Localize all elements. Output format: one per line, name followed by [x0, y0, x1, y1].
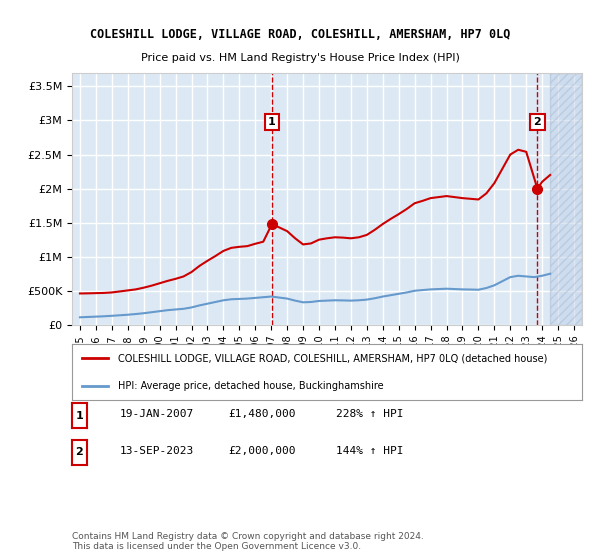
Text: 13-SEP-2023: 13-SEP-2023	[120, 446, 194, 456]
Text: HPI: Average price, detached house, Buckinghamshire: HPI: Average price, detached house, Buck…	[118, 381, 383, 391]
Text: £1,480,000: £1,480,000	[228, 409, 296, 419]
Text: 19-JAN-2007: 19-JAN-2007	[120, 409, 194, 419]
Text: 2: 2	[533, 117, 541, 127]
Text: 1: 1	[268, 117, 276, 127]
Text: COLESHILL LODGE, VILLAGE ROAD, COLESHILL, AMERSHAM, HP7 0LQ (detached house): COLESHILL LODGE, VILLAGE ROAD, COLESHILL…	[118, 353, 547, 363]
Text: Contains HM Land Registry data © Crown copyright and database right 2024.
This d: Contains HM Land Registry data © Crown c…	[72, 532, 424, 552]
Bar	[550, 73, 582, 325]
Text: COLESHILL LODGE, VILLAGE ROAD, COLESHILL, AMERSHAM, HP7 0LQ: COLESHILL LODGE, VILLAGE ROAD, COLESHILL…	[90, 28, 510, 41]
Text: Price paid vs. HM Land Registry's House Price Index (HPI): Price paid vs. HM Land Registry's House …	[140, 53, 460, 63]
Text: 228% ↑ HPI: 228% ↑ HPI	[336, 409, 404, 419]
Text: 144% ↑ HPI: 144% ↑ HPI	[336, 446, 404, 456]
Text: 1: 1	[76, 411, 83, 421]
Text: £2,000,000: £2,000,000	[228, 446, 296, 456]
Text: 2: 2	[76, 447, 83, 457]
